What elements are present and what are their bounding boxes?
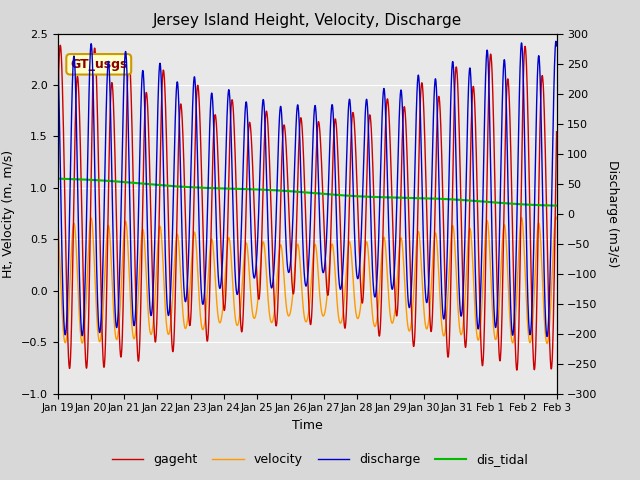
X-axis label: Time: Time (292, 419, 323, 432)
velocity (522, 297, 530, 302)
dis_tidal (193, 185, 200, 191)
discharge (321, 260, 329, 266)
Title: Jersey Island Height, Velocity, Discharge: Jersey Island Height, Velocity, Discharg… (152, 13, 462, 28)
velocity (193, 251, 200, 256)
Line: velocity: velocity (58, 217, 557, 343)
Line: discharge: discharge (58, 41, 557, 336)
Line: dis_tidal: dis_tidal (58, 179, 557, 205)
Text: GT_usgs: GT_usgs (70, 58, 127, 71)
velocity (54, 218, 61, 224)
velocity (552, 214, 560, 220)
dis_tidal (452, 197, 460, 203)
dis_tidal (321, 191, 329, 197)
velocity (321, 309, 329, 315)
dis_tidal (522, 202, 530, 207)
gageht (54, 118, 61, 124)
discharge (552, 38, 560, 44)
velocity (509, 340, 516, 346)
velocity (332, 281, 340, 287)
velocity (452, 256, 460, 262)
discharge (54, 47, 61, 53)
gageht (452, 66, 460, 72)
velocity (553, 216, 561, 222)
discharge (509, 332, 516, 338)
Line: gageht: gageht (58, 45, 557, 370)
gageht (332, 120, 340, 126)
discharge (452, 136, 460, 142)
Y-axis label: Ht, Velocity (m, m/s): Ht, Velocity (m, m/s) (3, 150, 15, 277)
discharge (553, 43, 561, 49)
Legend: gageht, velocity, discharge, dis_tidal: gageht, velocity, discharge, dis_tidal (107, 448, 533, 471)
dis_tidal (332, 192, 340, 198)
dis_tidal (509, 201, 516, 206)
gageht (193, 87, 201, 93)
gageht (321, 255, 329, 261)
Y-axis label: Discharge (m3/s): Discharge (m3/s) (605, 160, 618, 267)
gageht (553, 129, 561, 134)
gageht (513, 367, 521, 373)
gageht (56, 42, 64, 48)
discharge (522, 231, 530, 237)
velocity (543, 340, 551, 346)
gageht (509, 234, 516, 240)
discharge (332, 194, 340, 200)
dis_tidal (54, 176, 61, 181)
gageht (523, 71, 531, 76)
discharge (193, 123, 200, 129)
dis_tidal (553, 203, 561, 208)
discharge (543, 334, 551, 339)
